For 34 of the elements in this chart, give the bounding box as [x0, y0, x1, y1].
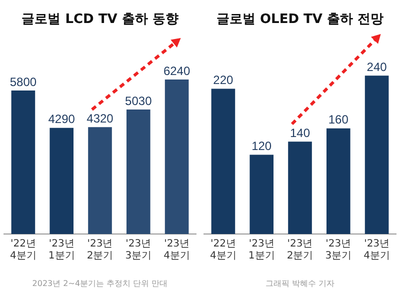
bar: [11, 90, 36, 234]
x-tick-label: '23년 4분기: [164, 238, 190, 262]
x-tick-label: '23년 2분기: [286, 238, 314, 262]
data-label: 160: [328, 112, 349, 127]
x-tick-label: '23년 4분기: [364, 238, 390, 262]
data-label: 140: [290, 126, 310, 140]
data-label: 6240: [163, 64, 190, 78]
bar: [288, 142, 312, 234]
bar: [164, 80, 189, 234]
text: 그래픽 박혜수 기자: [264, 278, 336, 289]
x-tick-label: '23년 3분기: [125, 238, 152, 262]
bar: [326, 128, 350, 234]
chart-title: 글로벌 OLED TV 출하 전망: [215, 11, 385, 28]
bar: [50, 128, 74, 234]
x-tick-label: '23년 1분기: [48, 238, 75, 262]
x-tick-label: '23년 3분기: [325, 238, 352, 262]
data-label: 5030: [125, 94, 152, 108]
bar: [126, 110, 150, 234]
chart-title: 글로벌 LCD TV 출하 동향: [20, 11, 180, 28]
x-tick-label: '23년 1분기: [248, 238, 275, 262]
x-tick-label: '23년 2분기: [86, 238, 114, 262]
data-label: 4290: [48, 112, 76, 126]
bar: [88, 127, 112, 234]
data-label: 220: [213, 73, 234, 88]
data-label: 240: [366, 60, 388, 74]
text: 2023년 2~4분기는 추정치 단위 만대: [32, 279, 168, 288]
data-label: 4320: [86, 111, 114, 126]
data-label: 5800: [10, 74, 37, 89]
bar: [364, 76, 389, 234]
x-tick-label: '22년 4분기: [10, 238, 36, 262]
data-label: 120: [252, 139, 272, 154]
bar: [250, 154, 274, 234]
bar: [211, 88, 236, 234]
x-tick-label: '22년 4분기: [210, 238, 236, 262]
